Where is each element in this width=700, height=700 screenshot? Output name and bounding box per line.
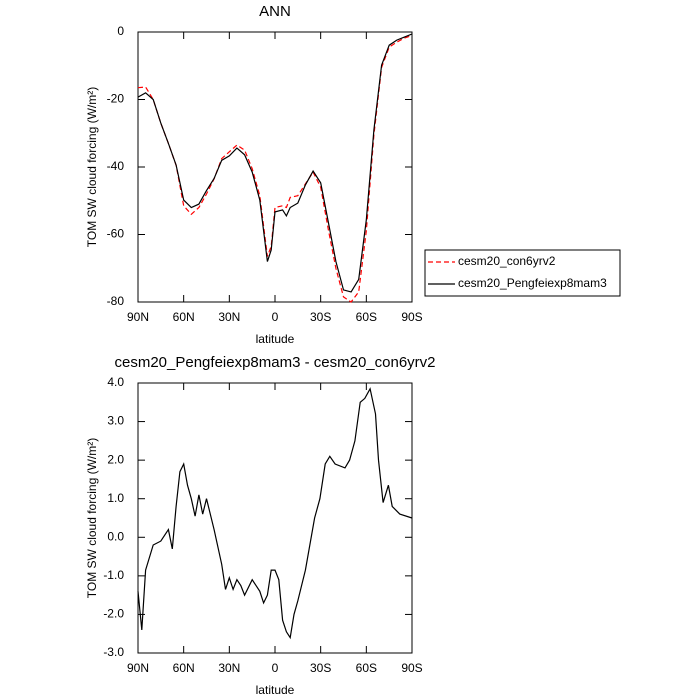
x-tick-label: 30N (218, 310, 240, 324)
plot-frame (137, 382, 413, 654)
x-tick-label: 0 (272, 310, 279, 324)
legend-label: cesm20_con6yrv2 (458, 254, 556, 268)
y-tick-label: -80 (107, 294, 125, 308)
y-tick-label: -3.0 (103, 645, 124, 659)
x-tick-label: 90N (127, 661, 149, 675)
x-axis-label: latitude (256, 683, 295, 697)
y-axis-label: TOM SW cloud forcing (W/m²) (85, 438, 99, 598)
x-tick-label: 60N (173, 310, 195, 324)
y-tick-label: -1.0 (103, 568, 124, 582)
x-tick-label: 60S (356, 661, 377, 675)
y-tick-label: 3.0 (107, 414, 124, 428)
y-tick-label: 0 (117, 24, 124, 38)
legend-label: cesm20_Pengfeiexp8mam3 (458, 276, 607, 290)
x-tick-label: 30S (310, 310, 331, 324)
x-axis-label: latitude (256, 332, 295, 346)
chart-title: ANN (259, 3, 291, 20)
x-tick-label: 0 (272, 661, 279, 675)
data-line (137, 387, 413, 640)
y-tick-label: 0.0 (107, 529, 124, 543)
y-tick-label: 4.0 (107, 375, 124, 389)
data-line (137, 34, 413, 303)
x-tick-label: 30S (310, 661, 331, 675)
y-tick-label: -2.0 (103, 607, 124, 621)
x-tick-label: 30N (218, 661, 240, 675)
y-tick-label: 2.0 (107, 452, 124, 466)
x-tick-label: 60N (173, 661, 195, 675)
y-tick-label: -40 (107, 159, 125, 173)
data-line (137, 33, 413, 293)
y-tick-label: -60 (107, 227, 125, 241)
y-tick-label: 1.0 (107, 491, 124, 505)
legend-box (424, 249, 621, 297)
y-tick-label: -20 (107, 92, 125, 106)
x-tick-label: 60S (356, 310, 377, 324)
y-axis-label: TOM SW cloud forcing (W/m²) (85, 87, 99, 247)
chart-title: cesm20_Pengfeiexp8mam3 - cesm20_con6yrv2 (115, 354, 436, 371)
x-tick-label: 90N (127, 310, 149, 324)
x-tick-label: 90S (401, 661, 422, 675)
x-tick-label: 90S (401, 310, 422, 324)
